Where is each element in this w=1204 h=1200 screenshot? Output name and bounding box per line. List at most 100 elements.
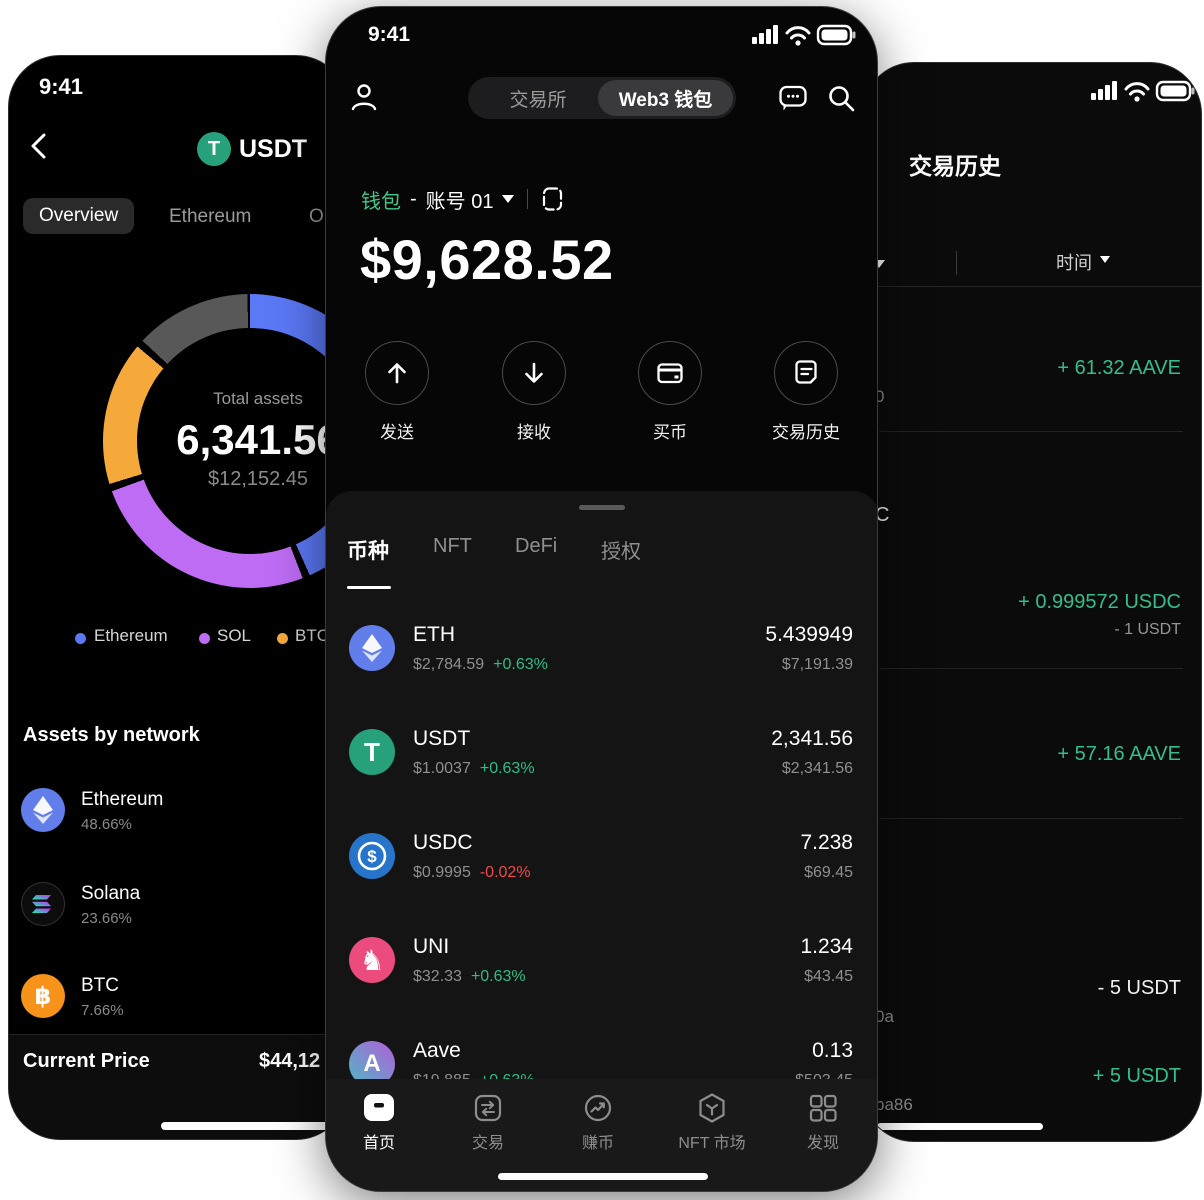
network-row-btc[interactable]: ฿ BTC 7.66% (9, 974, 347, 1030)
home-icon (329, 1091, 429, 1125)
current-price-bar: Current Price $44,12 (9, 1034, 347, 1139)
status-time: 9:41 (368, 23, 411, 46)
segment-web3-wallet[interactable]: Web3 钱包 (598, 80, 733, 116)
status-time: 9:41 (39, 74, 84, 99)
current-price-label: Current Price (23, 1050, 150, 1072)
total-assets-label: Total assets (213, 389, 303, 408)
chat-button[interactable] (778, 83, 810, 115)
battery-icon (816, 24, 856, 46)
document-icon (774, 341, 838, 405)
token-fiat-value: $2,341.56 (781, 760, 853, 777)
receive-button[interactable]: 接收 (479, 341, 589, 443)
left-filter-caret-icon[interactable] (873, 260, 885, 268)
nav-home[interactable]: 首页 (329, 1091, 429, 1153)
tab-third-partial[interactable]: O (309, 206, 324, 227)
token-amount: 7.238 (800, 831, 853, 854)
profile-button[interactable] (348, 81, 380, 113)
nav-earn[interactable]: 赚币 (548, 1091, 648, 1153)
receive-label: 接收 (517, 423, 551, 442)
tab-nft[interactable]: NFT (433, 535, 472, 557)
txn-amount[interactable]: + 0.999572 USDC (1018, 591, 1181, 613)
search-icon (826, 83, 858, 113)
token-price: $0.9995 (413, 864, 471, 881)
tab-defi[interactable]: DeFi (515, 535, 558, 557)
assets-bottom-sheet: 币种 NFT DeFi 授权 ETH $2,784.59 +0.63% 5.439… (326, 491, 877, 1191)
battery-icon (1155, 80, 1195, 102)
token-symbol: USDC (413, 831, 473, 854)
nav-trade[interactable]: 交易 (438, 1091, 538, 1153)
sort-by-time[interactable]: 时间 (1056, 253, 1092, 273)
current-price-value: $44,12 (259, 1050, 321, 1072)
eth-icon (349, 625, 395, 671)
status-icons (750, 23, 856, 49)
legend-dot-btc (277, 633, 288, 644)
wifi-icon (785, 26, 811, 40)
account-separator (527, 189, 529, 209)
total-balance: $9,628.52 (360, 228, 614, 291)
usdt-icon: T (349, 729, 395, 775)
nav-nft-market[interactable]: NFT 市场 (662, 1091, 762, 1153)
nav-discover[interactable]: 发现 (773, 1091, 873, 1153)
history-label: 交易历史 (772, 423, 840, 442)
wifi-icon (1124, 82, 1150, 96)
network-percent: 23.66% (81, 910, 132, 927)
legend-dot-sol (199, 633, 210, 644)
account-selector[interactable]: 钱包 - 账号 01 (361, 185, 565, 213)
uni-unicorn-icon: ♞ (349, 937, 395, 983)
token-row-usdc[interactable]: $ USDC $0.9995 -0.02% 7.238 $69.45 (326, 831, 877, 935)
search-button[interactable] (826, 83, 858, 115)
send-button[interactable]: 发送 (342, 341, 452, 443)
chart-legend: Ethereum SOL BTC (9, 626, 347, 652)
history-button[interactable]: 交易历史 (751, 341, 861, 443)
filter-row: 时间 (863, 243, 1201, 287)
sort-caret-icon (1100, 256, 1110, 263)
account-dash: - (410, 187, 417, 210)
tab-ethereum[interactable]: Ethereum (169, 206, 252, 227)
tab-coins[interactable]: 币种 (347, 540, 389, 563)
wallet-label: 钱包 (361, 190, 401, 213)
network-row-solana[interactable]: Solana 23.66% (9, 882, 347, 938)
earn-trending-icon (548, 1091, 648, 1125)
segment-exchange[interactable]: 交易所 (509, 89, 567, 111)
token-change: +0.63% (479, 760, 535, 777)
scan-device-icon[interactable] (541, 186, 565, 212)
token-amount: 0.13 (812, 1039, 853, 1062)
bottom-nav: 首页 交易 赚币 NFT 市场 (326, 1079, 877, 1191)
page-title: USDT (239, 135, 308, 163)
signal-icon (752, 25, 778, 44)
segmented-control: 交易所 Web3 钱包 (468, 77, 736, 119)
nav-home-label: 首页 (362, 1135, 395, 1152)
total-assets-fiat: $12,152.45 (207, 468, 309, 490)
row-divider (879, 431, 1183, 432)
legend-label-ethereum: Ethereum (94, 626, 168, 645)
token-row-usdt[interactable]: T USDT $1.0037 +0.63% 2,341.56 $2,341.56 (326, 727, 877, 831)
donut-hole (137, 328, 347, 554)
token-row-uni[interactable]: ♞ UNI $32.33 +0.63% 1.234 $43.45 (326, 935, 877, 1039)
token-amount: 2,341.56 (771, 727, 853, 750)
back-button[interactable] (25, 130, 55, 162)
btc-icon: ฿ (21, 974, 65, 1018)
tab-overview[interactable]: Overview (23, 198, 135, 234)
token-price: $1.0037 (413, 760, 471, 777)
person-icon (348, 81, 380, 113)
txn-amount[interactable]: + 61.32 AAVE (1057, 357, 1181, 379)
txn-amount[interactable]: - 5 USDT (1097, 977, 1181, 999)
txn-amount[interactable]: + 5 USDT (1092, 1065, 1181, 1087)
left-phone: 9:41 T USDT Overview Ethereum O Total as… (8, 55, 348, 1140)
txn-amount[interactable]: + 57.16 AAVE (1057, 743, 1181, 765)
tab-approvals[interactable]: 授权 (601, 541, 641, 563)
row-divider (879, 818, 1183, 819)
network-row-ethereum[interactable]: Ethereum 48.66% (9, 788, 347, 844)
token-row-eth[interactable]: ETH $2,784.59 +0.63% 5.439949 $7,191.39 (326, 623, 877, 727)
token-fiat-value: $7,191.39 (781, 656, 853, 673)
txn-address-fragment: 0a (875, 1007, 894, 1026)
nft-hexagon-icon (662, 1091, 762, 1125)
buy-button[interactable]: 买币 (615, 341, 725, 443)
drag-handle[interactable] (579, 505, 625, 510)
token-amount: 5.439949 (765, 623, 853, 646)
solana-icon (21, 882, 65, 926)
receive-arrow-down-icon (502, 341, 566, 405)
txn-sub-amount: - 1 USDT (1114, 621, 1181, 638)
home-indicator[interactable] (498, 1173, 708, 1180)
svg-text:$: $ (367, 847, 377, 866)
